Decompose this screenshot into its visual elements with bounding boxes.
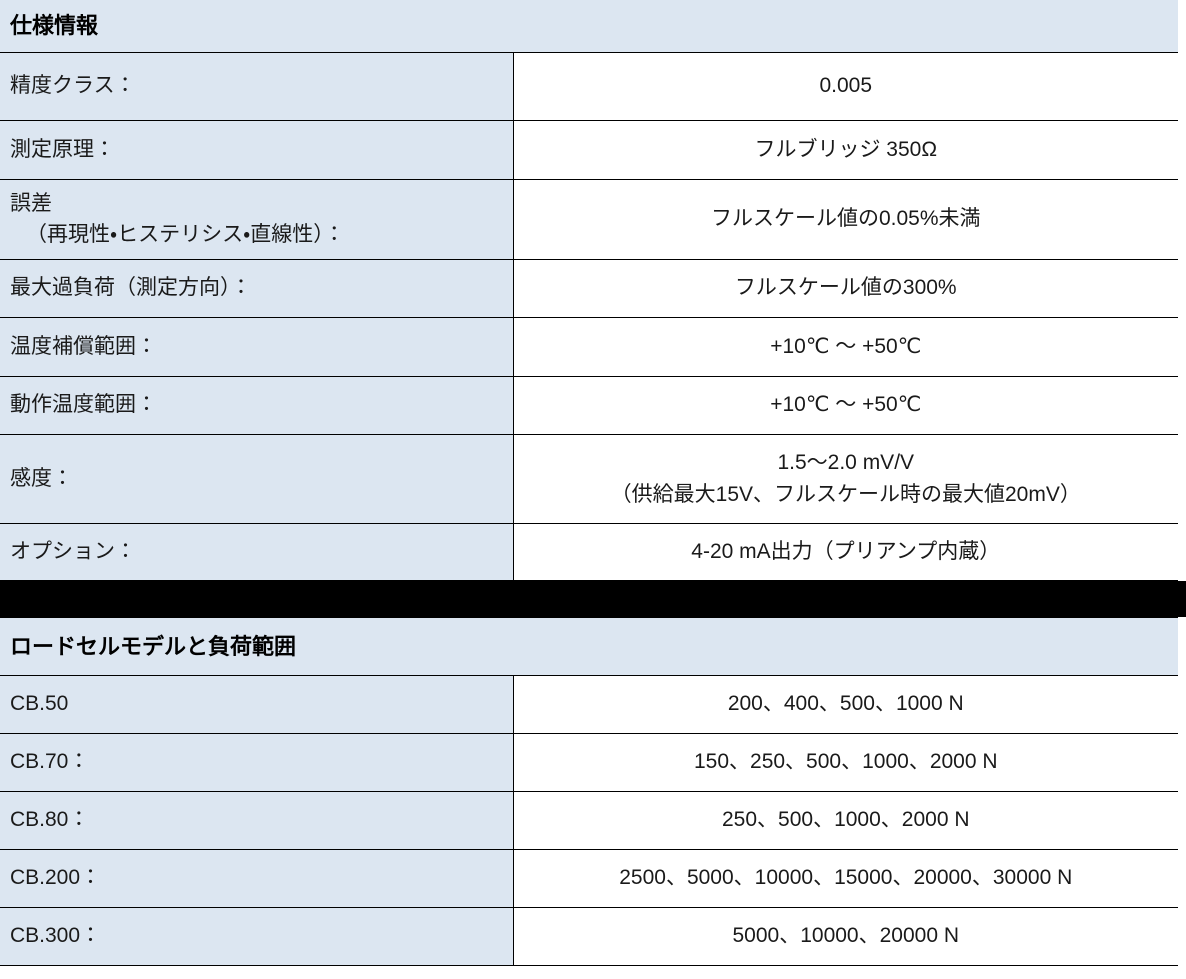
table-row: 感度： 1.5〜2.0 mV/V （供給最大15V、フルスケール時の最大値20m… [0, 433, 1179, 524]
row-value-model-cb70: 150、250、500、1000、2000 N [512, 732, 1179, 792]
row-value-option: 4-20 mA出力（プリアンプ内蔵） [512, 522, 1179, 581]
table-row: CB.300： 5000、10000、20000 N [0, 906, 1179, 966]
row-value-temp-compensation-range: +10℃ 〜 +50℃ [512, 316, 1179, 377]
row-label-max-overload: 最大過負荷（測定方向）： [0, 258, 514, 318]
row-label-model-cb200: CB.200： [0, 848, 514, 908]
table-row: オプション： 4-20 mA出力（プリアンプ内蔵） [0, 522, 1179, 581]
row-label-accuracy-class: 精度クラス： [0, 51, 514, 121]
row-label-model-cb70: CB.70： [0, 732, 514, 792]
table-row: CB.50 200、400、500、1000 N [0, 674, 1179, 734]
table-row: 精度クラス： 0.005 [0, 51, 1179, 121]
loadcell-model-table-header-row: ロードセルモデルと負荷範囲 [0, 616, 1179, 676]
table-row: CB.80： 250、500、1000、2000 N [0, 790, 1179, 850]
row-label-model-cb300: CB.300： [0, 906, 514, 966]
loadcell-model-table: ロードセルモデルと負荷範囲 CB.50 200、400、500、1000 N C… [0, 616, 1179, 966]
specification-table-header-row: 仕様情報 [0, 0, 1179, 53]
row-value-model-cb300: 5000、10000、20000 N [512, 906, 1179, 966]
table-row: CB.200： 2500、5000、10000、15000、20000、3000… [0, 848, 1179, 908]
row-value-measuring-principle: フルブリッジ 350Ω [512, 119, 1179, 180]
specification-table-title: 仕様情報 [0, 0, 1179, 53]
table-row: 温度補償範囲： +10℃ 〜 +50℃ [0, 316, 1179, 377]
table-row: 誤差 （再現性・ヒステリシス・直線性）： フルスケール値の0.05%未満 [0, 178, 1179, 260]
row-label-measuring-principle: 測定原理： [0, 119, 514, 180]
row-value-model-cb80: 250、500、1000、2000 N [512, 790, 1179, 850]
row-label-temp-compensation-range: 温度補償範囲： [0, 316, 514, 377]
section-divider [0, 580, 1186, 617]
row-value-model-cb200: 2500、5000、10000、15000、20000、30000 N [512, 848, 1179, 908]
row-label-error: 誤差 （再現性・ヒステリシス・直線性）： [0, 178, 514, 260]
row-label-option: オプション： [0, 522, 514, 581]
loadcell-model-table-title: ロードセルモデルと負荷範囲 [0, 616, 1179, 676]
table-row: 動作温度範囲： +10℃ 〜 +50℃ [0, 375, 1179, 435]
table-row: 最大過負荷（測定方向）： フルスケール値の300% [0, 258, 1179, 318]
row-value-operating-temp-range: +10℃ 〜 +50℃ [512, 375, 1179, 435]
row-label-model-cb80: CB.80： [0, 790, 514, 850]
row-value-error: フルスケール値の0.05%未満 [512, 178, 1179, 260]
row-value-model-cb50: 200、400、500、1000 N [512, 674, 1179, 734]
table-row: CB.70： 150、250、500、1000、2000 N [0, 732, 1179, 792]
row-value-sensitivity: 1.5〜2.0 mV/V （供給最大15V、フルスケール時の最大値20mV） [512, 433, 1179, 524]
row-label-operating-temp-range: 動作温度範囲： [0, 375, 514, 435]
table-row: 測定原理： フルブリッジ 350Ω [0, 119, 1179, 180]
row-label-sensitivity: 感度： [0, 433, 514, 524]
specification-table: 仕様情報 精度クラス： 0.005 測定原理： フルブリッジ 350Ω [0, 0, 1179, 581]
row-label-model-cb50: CB.50 [0, 674, 514, 734]
row-value-max-overload: フルスケール値の300% [512, 258, 1179, 318]
row-value-accuracy-class: 0.005 [512, 51, 1179, 121]
